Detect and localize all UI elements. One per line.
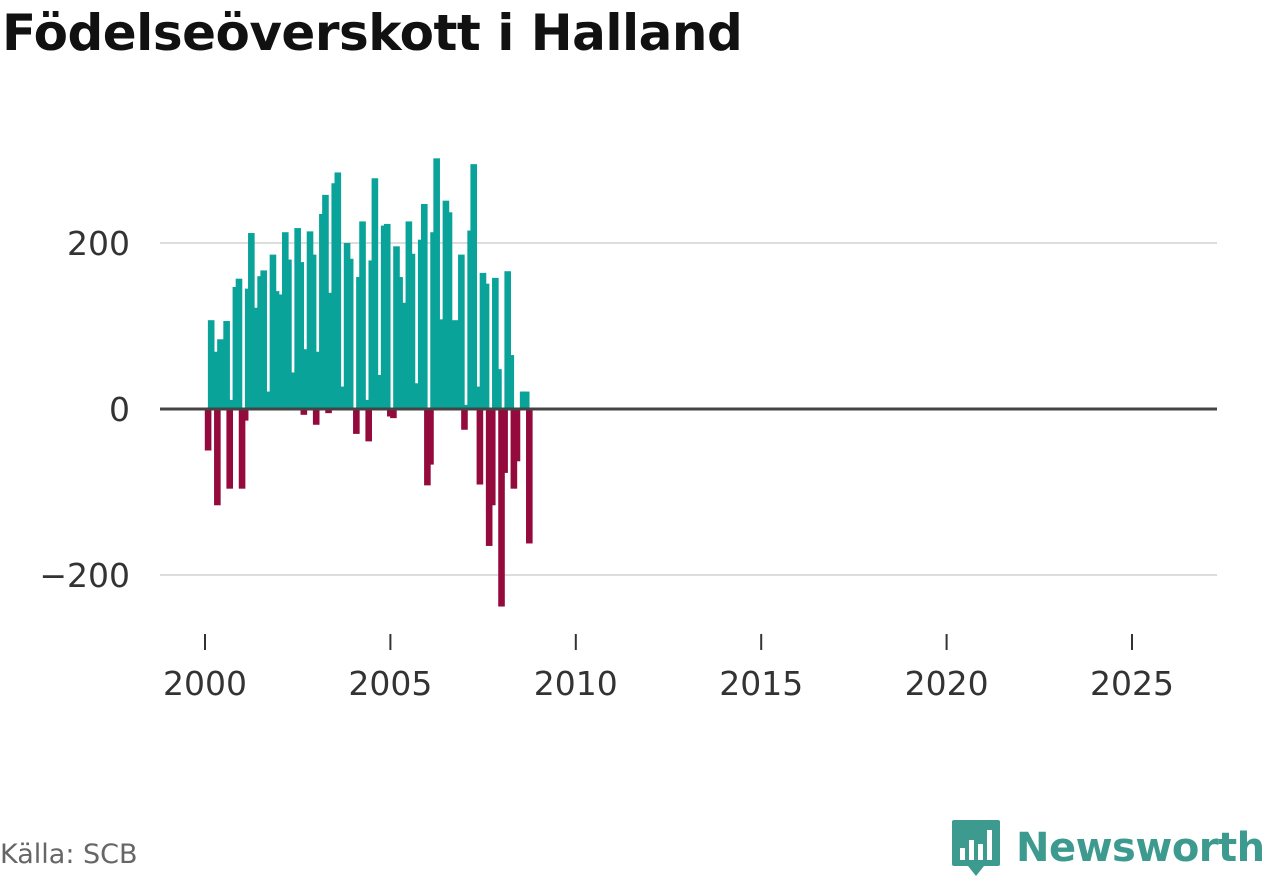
bar [498, 409, 505, 607]
bar [492, 277, 499, 409]
bar [473, 386, 481, 409]
source-label: Källa: SCB [0, 839, 138, 870]
bar [461, 409, 468, 430]
bar [248, 233, 255, 409]
bar [204, 409, 212, 451]
bar [390, 409, 397, 419]
bar [346, 258, 354, 409]
bar-series [204, 158, 533, 607]
chart-title: Födelseöverskott i Halland [2, 4, 743, 62]
bar [362, 399, 369, 409]
bar [427, 409, 434, 465]
y-tick-label: 0 [109, 390, 130, 429]
bar [383, 223, 391, 409]
bar [470, 164, 478, 409]
bar [421, 203, 428, 409]
bar [359, 221, 366, 409]
bar [495, 369, 502, 409]
bar [371, 178, 379, 409]
x-tick-label: 2010 [534, 664, 618, 703]
bar [238, 409, 246, 489]
bar [488, 409, 496, 506]
bar [235, 278, 243, 409]
bar [309, 254, 317, 409]
bar [433, 158, 440, 409]
x-tick-label: 2025 [1090, 664, 1174, 703]
bar [223, 321, 230, 409]
bar [322, 194, 329, 409]
bar [501, 409, 508, 473]
bar [325, 409, 332, 414]
brand-name: Newsworthy [1016, 825, 1262, 871]
bar [214, 409, 221, 506]
bar [300, 409, 308, 415]
bar [334, 172, 342, 409]
bar [263, 391, 271, 409]
y-tick-label: −200 [39, 556, 130, 595]
x-axis: 2000 2005 2010 2015 2020 2025 [163, 634, 1174, 703]
newsworthy-logo-icon [952, 820, 1000, 876]
bar [285, 259, 292, 409]
bar [513, 409, 521, 462]
x-tick-label: 2005 [348, 664, 432, 703]
bar [260, 270, 267, 409]
bar [522, 391, 530, 409]
x-tick-label: 2020 [905, 664, 989, 703]
bar [476, 409, 484, 485]
bar [482, 283, 490, 409]
bar [353, 409, 360, 434]
bar [226, 409, 234, 489]
bar [210, 351, 218, 409]
bar [272, 291, 280, 409]
bar [241, 409, 249, 421]
bar [507, 355, 515, 409]
bar [365, 409, 372, 442]
bar [408, 253, 416, 409]
x-tick-label: 2015 [719, 664, 803, 703]
y-axis: −200 0 200 [39, 224, 130, 595]
bar [297, 262, 305, 409]
bar [458, 254, 465, 409]
brand-logo: Newsworthy [950, 818, 1262, 878]
bar [445, 212, 453, 409]
y-tick-label: 200 [67, 224, 130, 263]
bar [312, 409, 320, 425]
bar [526, 409, 533, 544]
bar [504, 271, 511, 409]
x-tick-label: 2000 [163, 664, 247, 703]
